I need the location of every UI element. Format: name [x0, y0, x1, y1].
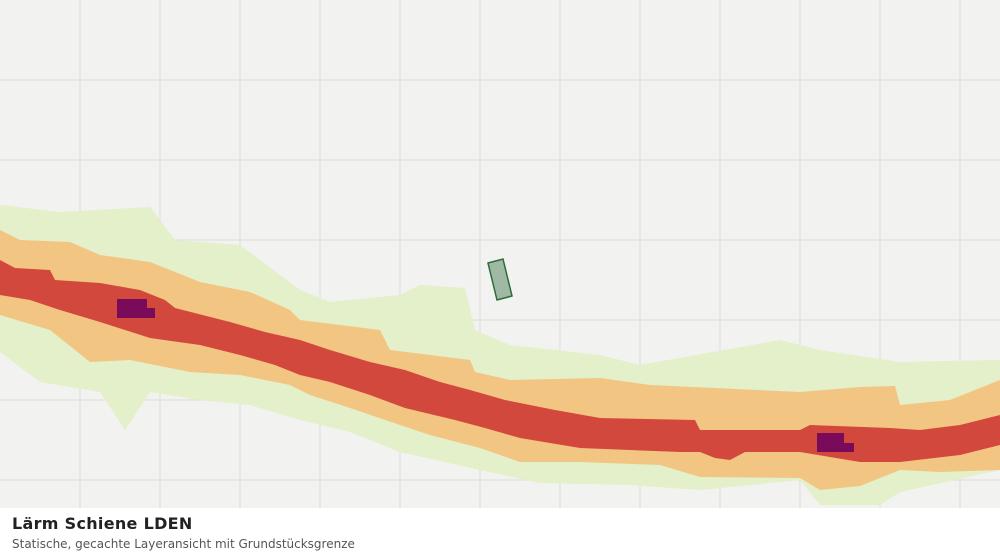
noise-zone-medium [0, 230, 1000, 490]
noise-zone-highest [840, 443, 854, 452]
noise-zone-high [0, 260, 1000, 462]
noise-zone-highest [817, 433, 844, 452]
info-panel: Lärm Schiene LDEN Statische, gecachte La… [0, 508, 1000, 560]
parcel-boundary [487, 258, 513, 301]
noise-zone-highest [117, 299, 147, 318]
noise-zone-highest [140, 308, 155, 318]
layer-title: Lärm Schiene LDEN [12, 514, 193, 533]
layer-subtitle: Statische, gecachte Layeransicht mit Gru… [12, 537, 355, 551]
